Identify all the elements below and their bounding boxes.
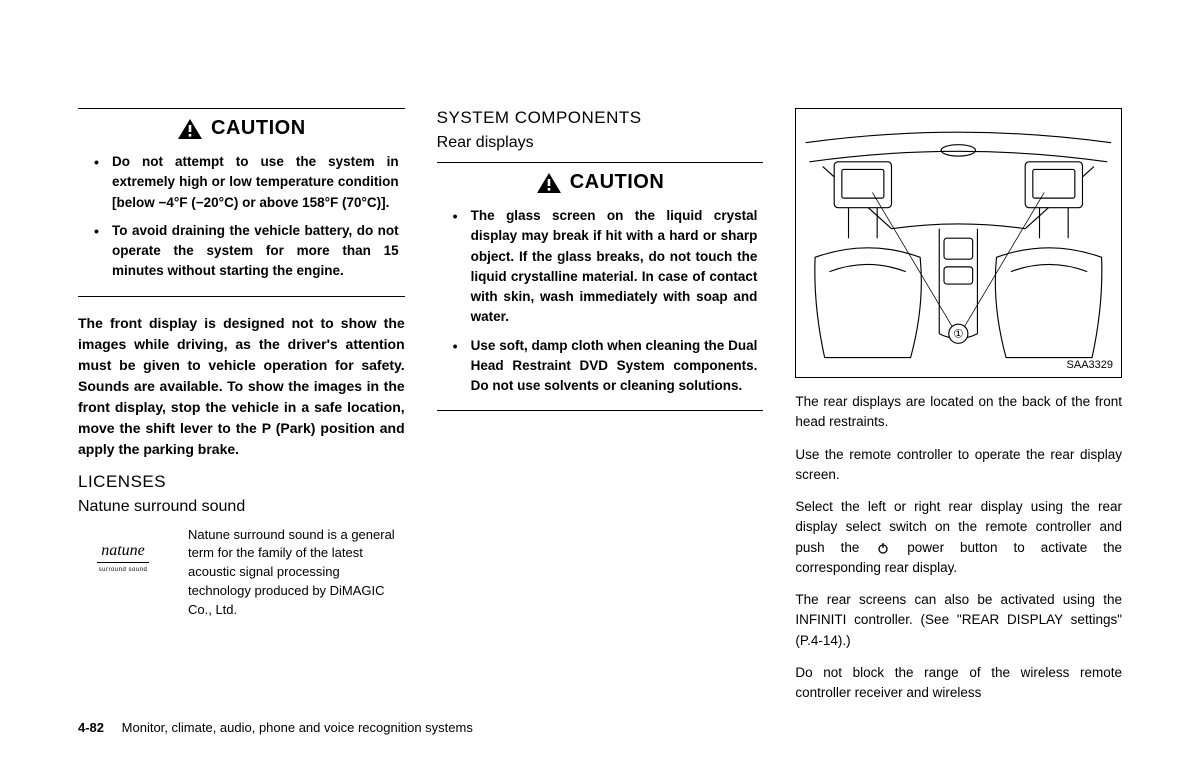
- caution-item: Do not attempt to use the system in extr…: [84, 152, 399, 213]
- svg-text:①: ①: [954, 329, 964, 341]
- rear-location-para: The rear displays are located on the bac…: [795, 392, 1122, 433]
- natune-row: natune surround sound Natune surround so…: [78, 526, 405, 620]
- wireless-range-para: Do not block the range of the wireless r…: [795, 663, 1122, 704]
- natune-logo-text: natune: [97, 542, 149, 563]
- interior-diagram-svg: ①: [796, 109, 1121, 377]
- select-display-para: Select the left or right rear display us…: [795, 497, 1122, 578]
- warning-triangle-icon: [536, 172, 562, 194]
- column-middle: SYSTEM COMPONENTS Rear displays CAUTION …: [437, 108, 764, 715]
- infiniti-controller-para: The rear screens can also be activated u…: [795, 590, 1122, 651]
- caution-box-1: CAUTION Do not attempt to use the system…: [78, 108, 405, 297]
- remote-controller-para: Use the remote controller to operate the…: [795, 445, 1122, 486]
- caution-label: CAUTION: [570, 171, 665, 194]
- column-right: ① SAA3329 The rear displays are located …: [795, 108, 1122, 715]
- system-components-heading: SYSTEM COMPONENTS: [437, 108, 764, 128]
- licenses-heading: LICENSES: [78, 472, 405, 492]
- caution-item: To avoid draining the vehicle battery, d…: [84, 221, 399, 282]
- rear-displays-heading: Rear displays: [437, 134, 764, 152]
- natune-logo-subtext: surround sound: [78, 567, 168, 573]
- power-icon: [877, 542, 889, 554]
- page-footer: 4-82 Monitor, climate, audio, phone and …: [78, 720, 473, 735]
- natune-description: Natune surround sound is a general term …: [188, 526, 405, 620]
- caution-box-2: CAUTION The glass screen on the liquid c…: [437, 162, 764, 411]
- column-left: CAUTION Do not attempt to use the system…: [78, 108, 405, 715]
- caution-item: Use soft, damp cloth when cleaning the D…: [443, 336, 758, 397]
- page-number: 4-82: [78, 720, 104, 735]
- warning-triangle-icon: [177, 118, 203, 140]
- natune-logo: natune surround sound: [78, 526, 168, 573]
- chapter-title: Monitor, climate, audio, phone and voice…: [122, 720, 473, 735]
- diagram-code: SAA3329: [1067, 359, 1113, 371]
- caution-list-1: Do not attempt to use the system in extr…: [78, 152, 405, 282]
- front-display-paragraph: The front display is designed not to sho…: [78, 313, 405, 460]
- natune-heading: Natune surround sound: [78, 498, 405, 516]
- caution-label: CAUTION: [211, 117, 306, 140]
- rear-display-diagram: ① SAA3329: [795, 108, 1122, 378]
- caution-item: The glass screen on the liquid crystal d…: [443, 206, 758, 328]
- caution-list-2: The glass screen on the liquid crystal d…: [437, 206, 764, 396]
